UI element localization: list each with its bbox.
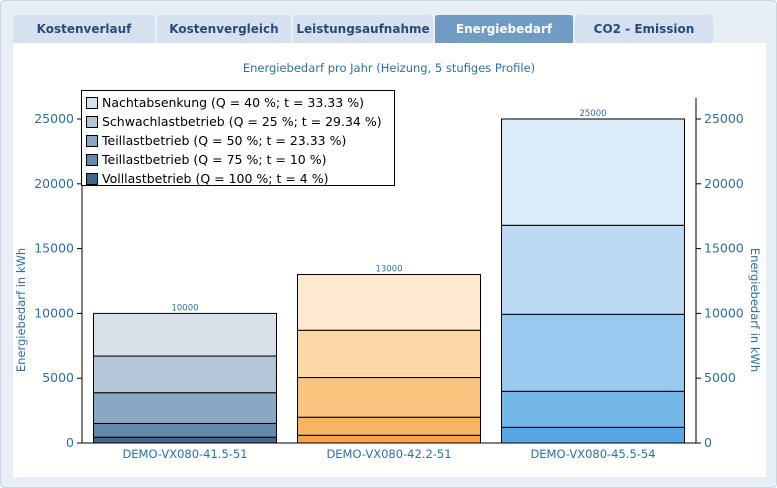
x-tick-label: DEMO-VX080-42.2-51	[326, 447, 451, 461]
legend-label: Schwachlastbetrieb (Q = 25 %; t = 29.34 …	[102, 114, 382, 129]
bar-segment	[501, 390, 685, 428]
legend-item: Teillastbetrieb (Q = 75 %; t = 10 %)	[86, 150, 394, 169]
legend-swatch-teillastbetrieb-75	[86, 153, 98, 166]
legend-item: Schwachlastbetrieb (Q = 25 %; t = 29.34 …	[86, 112, 394, 131]
y-tick-label-right: 5000	[704, 370, 736, 385]
chart-title: Energiebedarf pro Jahr (Heizung, 5 stufi…	[243, 61, 535, 75]
legend-label: Teillastbetrieb (Q = 75 %; t = 10 %)	[102, 152, 327, 167]
bar-segment	[501, 224, 685, 315]
legend-swatch-volllastbetrieb	[86, 172, 98, 185]
bar-segment	[93, 422, 277, 438]
bar-segment	[93, 312, 277, 357]
bar-segment	[297, 274, 481, 331]
y-tick-label-left: 25000	[34, 111, 74, 126]
bar-segment	[501, 426, 685, 444]
bar-segment	[297, 416, 481, 436]
legend-swatch-schwachlastbetrieb	[86, 115, 98, 128]
legend-item: Volllastbetrieb (Q = 100 %; t = 4 %)	[86, 169, 394, 188]
y-tick-label-right: 25000	[704, 111, 744, 126]
legend-label: Volllastbetrieb (Q = 100 %; t = 4 %)	[102, 171, 329, 186]
y-axis-label-left: Energiebedarf in kWh	[14, 248, 28, 372]
y-tick-label-right: 10000	[704, 305, 744, 320]
y-tick-label-left: 10000	[34, 305, 74, 320]
tab-kostenverlauf[interactable]: Kostenverlauf	[13, 15, 155, 43]
y-tick-label-left: 20000	[34, 176, 74, 191]
tab-co2-emission[interactable]: CO2 - Emission	[575, 15, 713, 43]
y-tick-label-right: 0	[704, 435, 712, 450]
legend-label: Teillastbetrieb (Q = 50 %; t = 23.33 %)	[102, 133, 347, 148]
bar-segment	[501, 313, 685, 392]
bar-segment	[93, 392, 277, 424]
tab-leistungsaufnahme[interactable]: Leistungsaufnahme	[293, 15, 433, 43]
x-tick-label: DEMO-VX080-45.5-54	[530, 447, 655, 461]
bar-segment	[297, 329, 481, 379]
tab-kostenvergleich[interactable]: Kostenvergleich	[157, 15, 291, 43]
y-axis-label-right: Energiebedarf in kWh	[748, 248, 762, 372]
legend-swatch-nachtabsenkung	[86, 96, 98, 109]
legend-label: Nachtabsenkung (Q = 40 %; t = 33.33 %)	[102, 95, 364, 110]
legend-item: Nachtabsenkung (Q = 40 %; t = 33.33 %)	[86, 93, 394, 112]
energy-chart: Energiebedarf pro Jahr (Heizung, 5 stufi…	[14, 61, 762, 461]
bar-segment	[93, 436, 277, 444]
bar-value-label: 25000	[579, 109, 606, 119]
bar-segment	[297, 434, 481, 444]
bar-segment	[501, 118, 685, 226]
y-tick-label-left: 5000	[42, 370, 74, 385]
x-tick-label: DEMO-VX080-41.5-51	[122, 447, 247, 461]
y-tick-label-right: 20000	[704, 176, 744, 191]
tab-energiebedarf[interactable]: Energiebedarf	[435, 15, 573, 43]
chart-legend: Nachtabsenkung (Q = 40 %; t = 33.33 %) S…	[81, 90, 395, 186]
bar-value-label: 13000	[375, 265, 402, 275]
legend-item: Teillastbetrieb (Q = 50 %; t = 23.33 %)	[86, 131, 394, 150]
bar-value-label: 10000	[171, 303, 198, 313]
y-tick-label-left: 15000	[34, 241, 74, 256]
y-tick-label-right: 15000	[704, 241, 744, 256]
bar-segment	[297, 377, 481, 418]
y-tick-label-left: 0	[66, 435, 74, 450]
legend-swatch-teillastbetrieb-50	[86, 134, 98, 147]
bar-segment	[93, 355, 277, 394]
